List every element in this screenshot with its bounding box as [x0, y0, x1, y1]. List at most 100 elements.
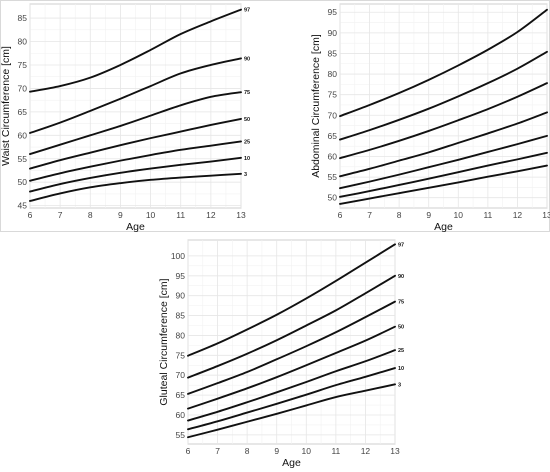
percentile-label-25: 25 [244, 139, 250, 145]
x-tick-label: 13 [542, 210, 550, 220]
percentile-line-97 [339, 8, 548, 118]
x-tick-label: 6 [28, 210, 33, 220]
y-tick-label: 45 [18, 201, 28, 211]
y-tick-label: 50 [18, 177, 28, 187]
y-tick-label: 60 [328, 151, 338, 161]
y-tick-label: 60 [176, 410, 186, 420]
percentile-label-90: 90 [244, 56, 250, 62]
y-tick-label: 95 [328, 7, 338, 17]
percentile-line-10 [339, 151, 548, 198]
x-tick-label: 10 [302, 446, 312, 456]
y-tick-label: 85 [328, 48, 338, 58]
y-tick-label: 80 [328, 69, 338, 79]
y-tick-label: 65 [18, 107, 28, 117]
y-tick-label: 85 [18, 13, 28, 23]
y-tick-label: 90 [328, 28, 338, 38]
y-tick-label: 80 [18, 37, 28, 47]
percentile-line-10 [29, 156, 242, 193]
percentile-line-75 [339, 82, 548, 160]
y-tick-label: 95 [176, 271, 186, 281]
percentile-label-75: 75 [398, 300, 404, 306]
x-tick-label: 11 [331, 446, 340, 456]
y-tick-label: 65 [328, 131, 338, 141]
percentile-label-97: 97 [398, 242, 404, 248]
x-axis-title: Age [126, 221, 145, 233]
x-tick-label: 10 [454, 210, 464, 220]
x-tick-label: 9 [426, 210, 431, 220]
x-tick-label: 8 [88, 210, 93, 220]
x-tick-label: 7 [367, 210, 372, 220]
y-tick-label: 100 [171, 251, 185, 261]
y-tick-label: 55 [328, 172, 338, 182]
y-tick-label: 65 [176, 390, 186, 400]
waist-circumference-chart: 6 7 8 9 10 11 12 13 45 50 55 60 65 70 75 80 85 3 10 25 50 75… [0, 3, 250, 233]
percentile-label-3: 3 [398, 382, 401, 388]
x-tick-label: 13 [390, 446, 400, 456]
x-tick-label: 12 [361, 446, 371, 456]
percentile-label-10: 10 [398, 366, 404, 372]
y-tick-label: 75 [18, 60, 28, 70]
percentile-line-90 [29, 57, 242, 134]
percentile-line-75 [29, 91, 242, 156]
y-tick-label: 70 [176, 370, 186, 380]
percentile-line-25 [187, 349, 396, 422]
percentile-line-25 [339, 134, 548, 190]
percentile-lines [187, 243, 396, 439]
x-tick-label: 9 [118, 210, 123, 220]
gluteal-circumference-chart: 6 7 8 9 10 11 12 13 55 60 65 70 75 80 85 90 95 100 3 10 25 5… [158, 239, 404, 469]
y-tick-label: 75 [328, 90, 338, 100]
x-tick-label: 7 [215, 446, 220, 456]
percentile-label-3: 3 [244, 172, 247, 178]
x-tick-label: 8 [245, 446, 250, 456]
y-tick-label: 70 [18, 83, 28, 93]
percentile-line-3 [187, 383, 396, 439]
percentile-lines [339, 8, 548, 205]
percentile-labels: 3 10 25 50 75 90 97 [398, 242, 404, 388]
x-tick-label: 11 [176, 210, 185, 220]
gridlines [339, 4, 548, 208]
y-axis-title: Gluteal Circumference [cm] [158, 278, 170, 405]
x-tick-label: 6 [338, 210, 343, 220]
percentile-line-3 [339, 164, 548, 205]
percentile-label-90: 90 [398, 274, 404, 280]
percentile-label-97: 97 [244, 8, 250, 14]
x-tick-label: 7 [58, 210, 63, 220]
percentile-label-50: 50 [244, 117, 250, 123]
y-tick-label: 55 [176, 430, 186, 440]
percentile-line-50 [29, 117, 242, 170]
y-tick-label: 55 [18, 154, 28, 164]
x-tick-label: 13 [236, 210, 246, 220]
percentile-line-90 [339, 50, 548, 141]
x-tick-label: 10 [146, 210, 156, 220]
percentile-line-75 [187, 300, 396, 395]
y-axis-title: Waist Circumference [cm] [0, 46, 12, 166]
percentile-label-10: 10 [244, 156, 250, 162]
percentile-line-10 [187, 367, 396, 431]
percentile-lines [29, 8, 242, 202]
y-tick-label: 80 [176, 330, 186, 340]
percentile-label-75: 75 [244, 90, 250, 96]
percentile-line-97 [29, 8, 242, 93]
tick-labels: 6 7 8 9 10 11 12 13 55 60 65 70 75 80 85 90 95 100 [171, 251, 400, 456]
x-tick-label: 12 [206, 210, 216, 220]
percentile-labels: 3 10 25 50 75 90 97 [244, 8, 250, 178]
x-tick-label: 6 [186, 446, 191, 456]
tick-labels: 6 7 8 9 10 11 12 13 50 55 60 65 70 75 80 85 90 95 [328, 7, 550, 220]
y-tick-label: 90 [176, 291, 186, 301]
x-tick-label: 11 [483, 210, 492, 220]
y-tick-label: 70 [328, 110, 338, 120]
x-tick-label: 9 [274, 446, 279, 456]
x-axis-title: Age [282, 457, 301, 469]
y-tick-label: 60 [18, 130, 28, 140]
percentile-line-90 [187, 274, 396, 379]
y-axis-title: Abdominal Circumference [cm] [310, 34, 322, 178]
y-tick-label: 85 [176, 311, 186, 321]
percentile-line-97 [187, 243, 396, 357]
y-tick-label: 50 [328, 193, 338, 203]
y-tick-label: 75 [176, 350, 186, 360]
percentile-line-50 [339, 111, 548, 178]
percentile-line-50 [187, 325, 396, 410]
x-axis-title: Age [434, 221, 453, 233]
